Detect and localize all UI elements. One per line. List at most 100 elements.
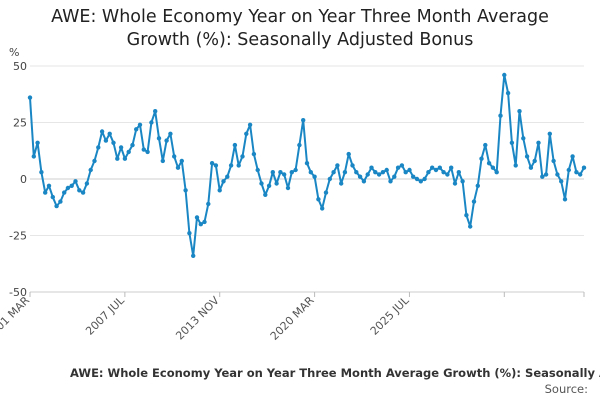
data-point: [194, 215, 200, 220]
data-point: [65, 185, 71, 191]
data-point: [221, 179, 226, 184]
data-point: [479, 156, 484, 161]
data-point: [73, 179, 78, 184]
data-point: [69, 183, 74, 188]
data-point: [50, 194, 55, 200]
data-point: [308, 170, 313, 175]
data-point: [320, 206, 325, 211]
data-point: [502, 72, 507, 78]
data-point: [58, 199, 63, 204]
data-point: [361, 179, 367, 184]
data-point: [160, 158, 165, 164]
data-point: [517, 109, 522, 114]
data-point: [388, 179, 393, 184]
data-point: [452, 181, 458, 186]
data-point: [289, 170, 294, 175]
data-point: [282, 172, 287, 177]
y-tick-label: -50: [9, 286, 27, 299]
data-point: [130, 142, 135, 148]
data-point: [107, 131, 112, 136]
source-label: Source:: [544, 382, 588, 396]
data-point: [581, 165, 587, 170]
data-point: [213, 163, 219, 168]
data-point: [251, 151, 257, 157]
data-point: [179, 158, 184, 164]
data-point: [92, 158, 97, 164]
data-point: [198, 222, 203, 227]
data-point: [430, 165, 435, 170]
data-point: [301, 118, 306, 123]
data-point: [350, 163, 355, 168]
data-point: [373, 170, 378, 175]
data-point: [228, 163, 234, 168]
data-point: [126, 149, 131, 155]
x-tick-label: 2025 JUL: [368, 293, 412, 337]
data-point: [164, 138, 169, 143]
data-point: [156, 136, 162, 141]
data-point: [346, 151, 351, 157]
data-point: [418, 179, 423, 184]
data-point: [335, 163, 340, 168]
data-point: [84, 181, 90, 186]
data-point: [392, 174, 397, 179]
data-point: [456, 170, 461, 175]
data-point: [175, 165, 181, 170]
chart-title-line-1: AWE: Whole Economy Year on Year Three Mo…: [51, 7, 549, 27]
data-point: [437, 165, 442, 170]
data-point: [316, 197, 321, 202]
y-tick-label: 50: [13, 60, 27, 73]
data-point: [217, 188, 222, 193]
data-point: [327, 176, 332, 182]
data-point: [471, 199, 477, 204]
x-tick-label: 2007 JUL: [83, 293, 127, 337]
data-point: [433, 167, 439, 173]
data-point: [118, 145, 124, 150]
data-point: [407, 167, 412, 173]
data-point: [411, 174, 416, 179]
data-point: [259, 181, 264, 186]
data-point: [498, 113, 503, 118]
data-point: [540, 174, 545, 179]
data-point: [183, 188, 188, 193]
data-point: [137, 122, 143, 128]
y-axis-label: %: [9, 46, 19, 59]
data-point: [509, 140, 515, 145]
data-point: [54, 203, 59, 209]
data-point: [304, 161, 310, 166]
data-point: [255, 167, 260, 173]
data-point: [376, 172, 382, 177]
data-point: [460, 179, 465, 184]
data-point: [247, 122, 253, 128]
data-point: [464, 213, 469, 218]
data-point: [88, 167, 93, 173]
data-point: [331, 170, 336, 175]
data-point: [422, 176, 427, 182]
data-point: [122, 156, 128, 161]
data-point: [46, 183, 52, 188]
data-point: [168, 131, 173, 136]
data-point: [380, 170, 386, 175]
data-point: [384, 167, 389, 173]
data-point: [149, 120, 154, 125]
data-point: [141, 147, 146, 152]
data-point: [357, 174, 363, 179]
data-point: [115, 156, 120, 161]
y-tick-label: 0: [20, 173, 27, 186]
data-point: [225, 174, 230, 179]
data-point: [134, 127, 139, 132]
data-point: [270, 170, 275, 175]
chart-caption-text: AWE: Whole Economy Year on Year Three Mo…: [70, 366, 600, 380]
x-tick-label: 2013 NOV: [173, 294, 222, 343]
data-point: [236, 163, 241, 168]
data-point: [232, 142, 238, 148]
y-tick-label: 25: [13, 117, 27, 130]
data-point: [263, 192, 268, 197]
data-point: [274, 181, 279, 186]
data-point: [543, 172, 549, 177]
data-point: [369, 165, 374, 170]
data-point: [559, 179, 564, 184]
data-point: [570, 154, 575, 159]
data-point: [278, 170, 283, 175]
data-point: [285, 185, 291, 191]
